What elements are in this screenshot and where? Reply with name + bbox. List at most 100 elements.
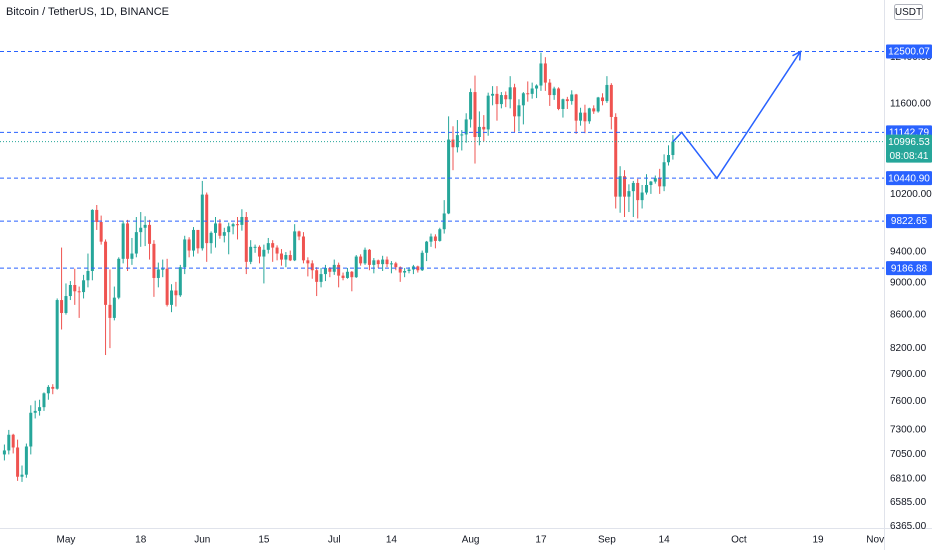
candle-body bbox=[350, 271, 354, 278]
y-tick-label: 8600.00 bbox=[890, 309, 927, 320]
candle-body bbox=[148, 224, 152, 244]
countdown-label: 08:08:41 bbox=[890, 151, 929, 162]
candle-body bbox=[152, 243, 156, 278]
candle-body bbox=[170, 290, 174, 305]
candle-body bbox=[631, 182, 635, 192]
candle-body bbox=[451, 139, 455, 148]
y-tick-label: 6810.00 bbox=[890, 473, 927, 484]
candle-body bbox=[209, 232, 213, 244]
candle-body bbox=[126, 223, 130, 259]
y-tick-label: 8200.00 bbox=[890, 343, 927, 354]
candle-body bbox=[645, 184, 649, 193]
candle-body bbox=[214, 223, 218, 233]
candle-body bbox=[187, 239, 191, 251]
candle-body bbox=[482, 126, 486, 130]
candle-body bbox=[112, 297, 116, 318]
candle-body bbox=[508, 87, 512, 100]
candle-body bbox=[293, 231, 297, 261]
candle-body bbox=[363, 249, 367, 264]
candle-body bbox=[543, 63, 547, 83]
y-tick-label: 7600.00 bbox=[890, 396, 927, 407]
candle-body bbox=[284, 255, 288, 260]
candle-body bbox=[205, 194, 209, 244]
candle-body bbox=[486, 95, 490, 130]
candle-body bbox=[332, 264, 336, 272]
level-label-box bbox=[886, 214, 932, 229]
candle-body bbox=[433, 236, 437, 241]
candle-body bbox=[249, 246, 253, 262]
candle-body bbox=[403, 271, 407, 273]
candle-body bbox=[662, 162, 666, 187]
candle-body bbox=[16, 447, 20, 477]
candle-body bbox=[90, 209, 94, 272]
candle-body bbox=[389, 263, 393, 265]
candle-body bbox=[666, 155, 670, 163]
candle-body bbox=[345, 271, 349, 278]
candle-body bbox=[262, 249, 266, 257]
candle-body bbox=[7, 434, 11, 451]
candle-body bbox=[24, 446, 28, 475]
candle-body bbox=[200, 194, 204, 249]
projection-arrowhead bbox=[792, 50, 802, 61]
candle-body bbox=[117, 258, 121, 298]
candle-body bbox=[460, 134, 464, 136]
candle-body bbox=[29, 412, 33, 447]
level-label: 9186.88 bbox=[891, 263, 928, 274]
currency-label[interactable]: USDT bbox=[895, 7, 922, 18]
candle-body bbox=[605, 84, 609, 102]
candle-body bbox=[539, 63, 543, 86]
candle-body bbox=[596, 97, 600, 112]
candle-body bbox=[653, 178, 657, 182]
candle-body bbox=[192, 229, 196, 251]
candle-body bbox=[557, 88, 561, 109]
candle-body bbox=[570, 94, 574, 102]
candle-body bbox=[420, 252, 424, 271]
candle-body bbox=[306, 260, 310, 264]
candle-body bbox=[548, 82, 552, 96]
candle-body bbox=[372, 260, 376, 265]
candle-body bbox=[257, 246, 261, 257]
candle-body bbox=[517, 105, 521, 117]
candle-body bbox=[504, 95, 508, 100]
candle-body bbox=[447, 139, 451, 214]
candle-body bbox=[438, 229, 442, 241]
y-tick-label: 7900.00 bbox=[890, 369, 927, 380]
candle-body bbox=[301, 236, 305, 261]
candle-body bbox=[42, 393, 46, 408]
candle-body bbox=[156, 269, 160, 278]
candle-body bbox=[385, 259, 389, 265]
level-label: 9822.65 bbox=[891, 216, 928, 227]
x-tick-label: Jun bbox=[194, 535, 210, 546]
candle-body bbox=[77, 291, 81, 293]
x-tick-label: 14 bbox=[659, 535, 671, 546]
candle-body bbox=[310, 263, 314, 271]
candle-body bbox=[139, 227, 143, 233]
candle-body bbox=[95, 209, 99, 223]
candle-body bbox=[623, 176, 627, 197]
candle-body bbox=[565, 99, 569, 102]
candle-body bbox=[658, 178, 662, 187]
x-tick-label: 19 bbox=[812, 535, 824, 546]
candle-body bbox=[279, 253, 283, 260]
candle-body bbox=[473, 92, 477, 138]
candle-body bbox=[130, 253, 134, 259]
currency-button[interactable] bbox=[894, 4, 923, 20]
candle-body bbox=[46, 386, 50, 394]
candle-body bbox=[561, 99, 565, 109]
current-price-box bbox=[886, 134, 932, 163]
candle-body bbox=[55, 300, 59, 389]
candle-body bbox=[337, 264, 341, 276]
y-tick-label: 7300.00 bbox=[890, 425, 927, 436]
candle-body bbox=[231, 224, 235, 227]
candle-body bbox=[315, 270, 319, 282]
candle-body bbox=[367, 249, 371, 265]
candle-body bbox=[143, 224, 147, 228]
x-tick-label: 14 bbox=[386, 535, 398, 546]
candle-body bbox=[464, 119, 468, 135]
candle-body bbox=[73, 284, 77, 292]
candle-body bbox=[398, 267, 402, 273]
candle-body bbox=[165, 268, 169, 305]
candle-body bbox=[455, 135, 459, 148]
candle-body bbox=[297, 231, 301, 237]
